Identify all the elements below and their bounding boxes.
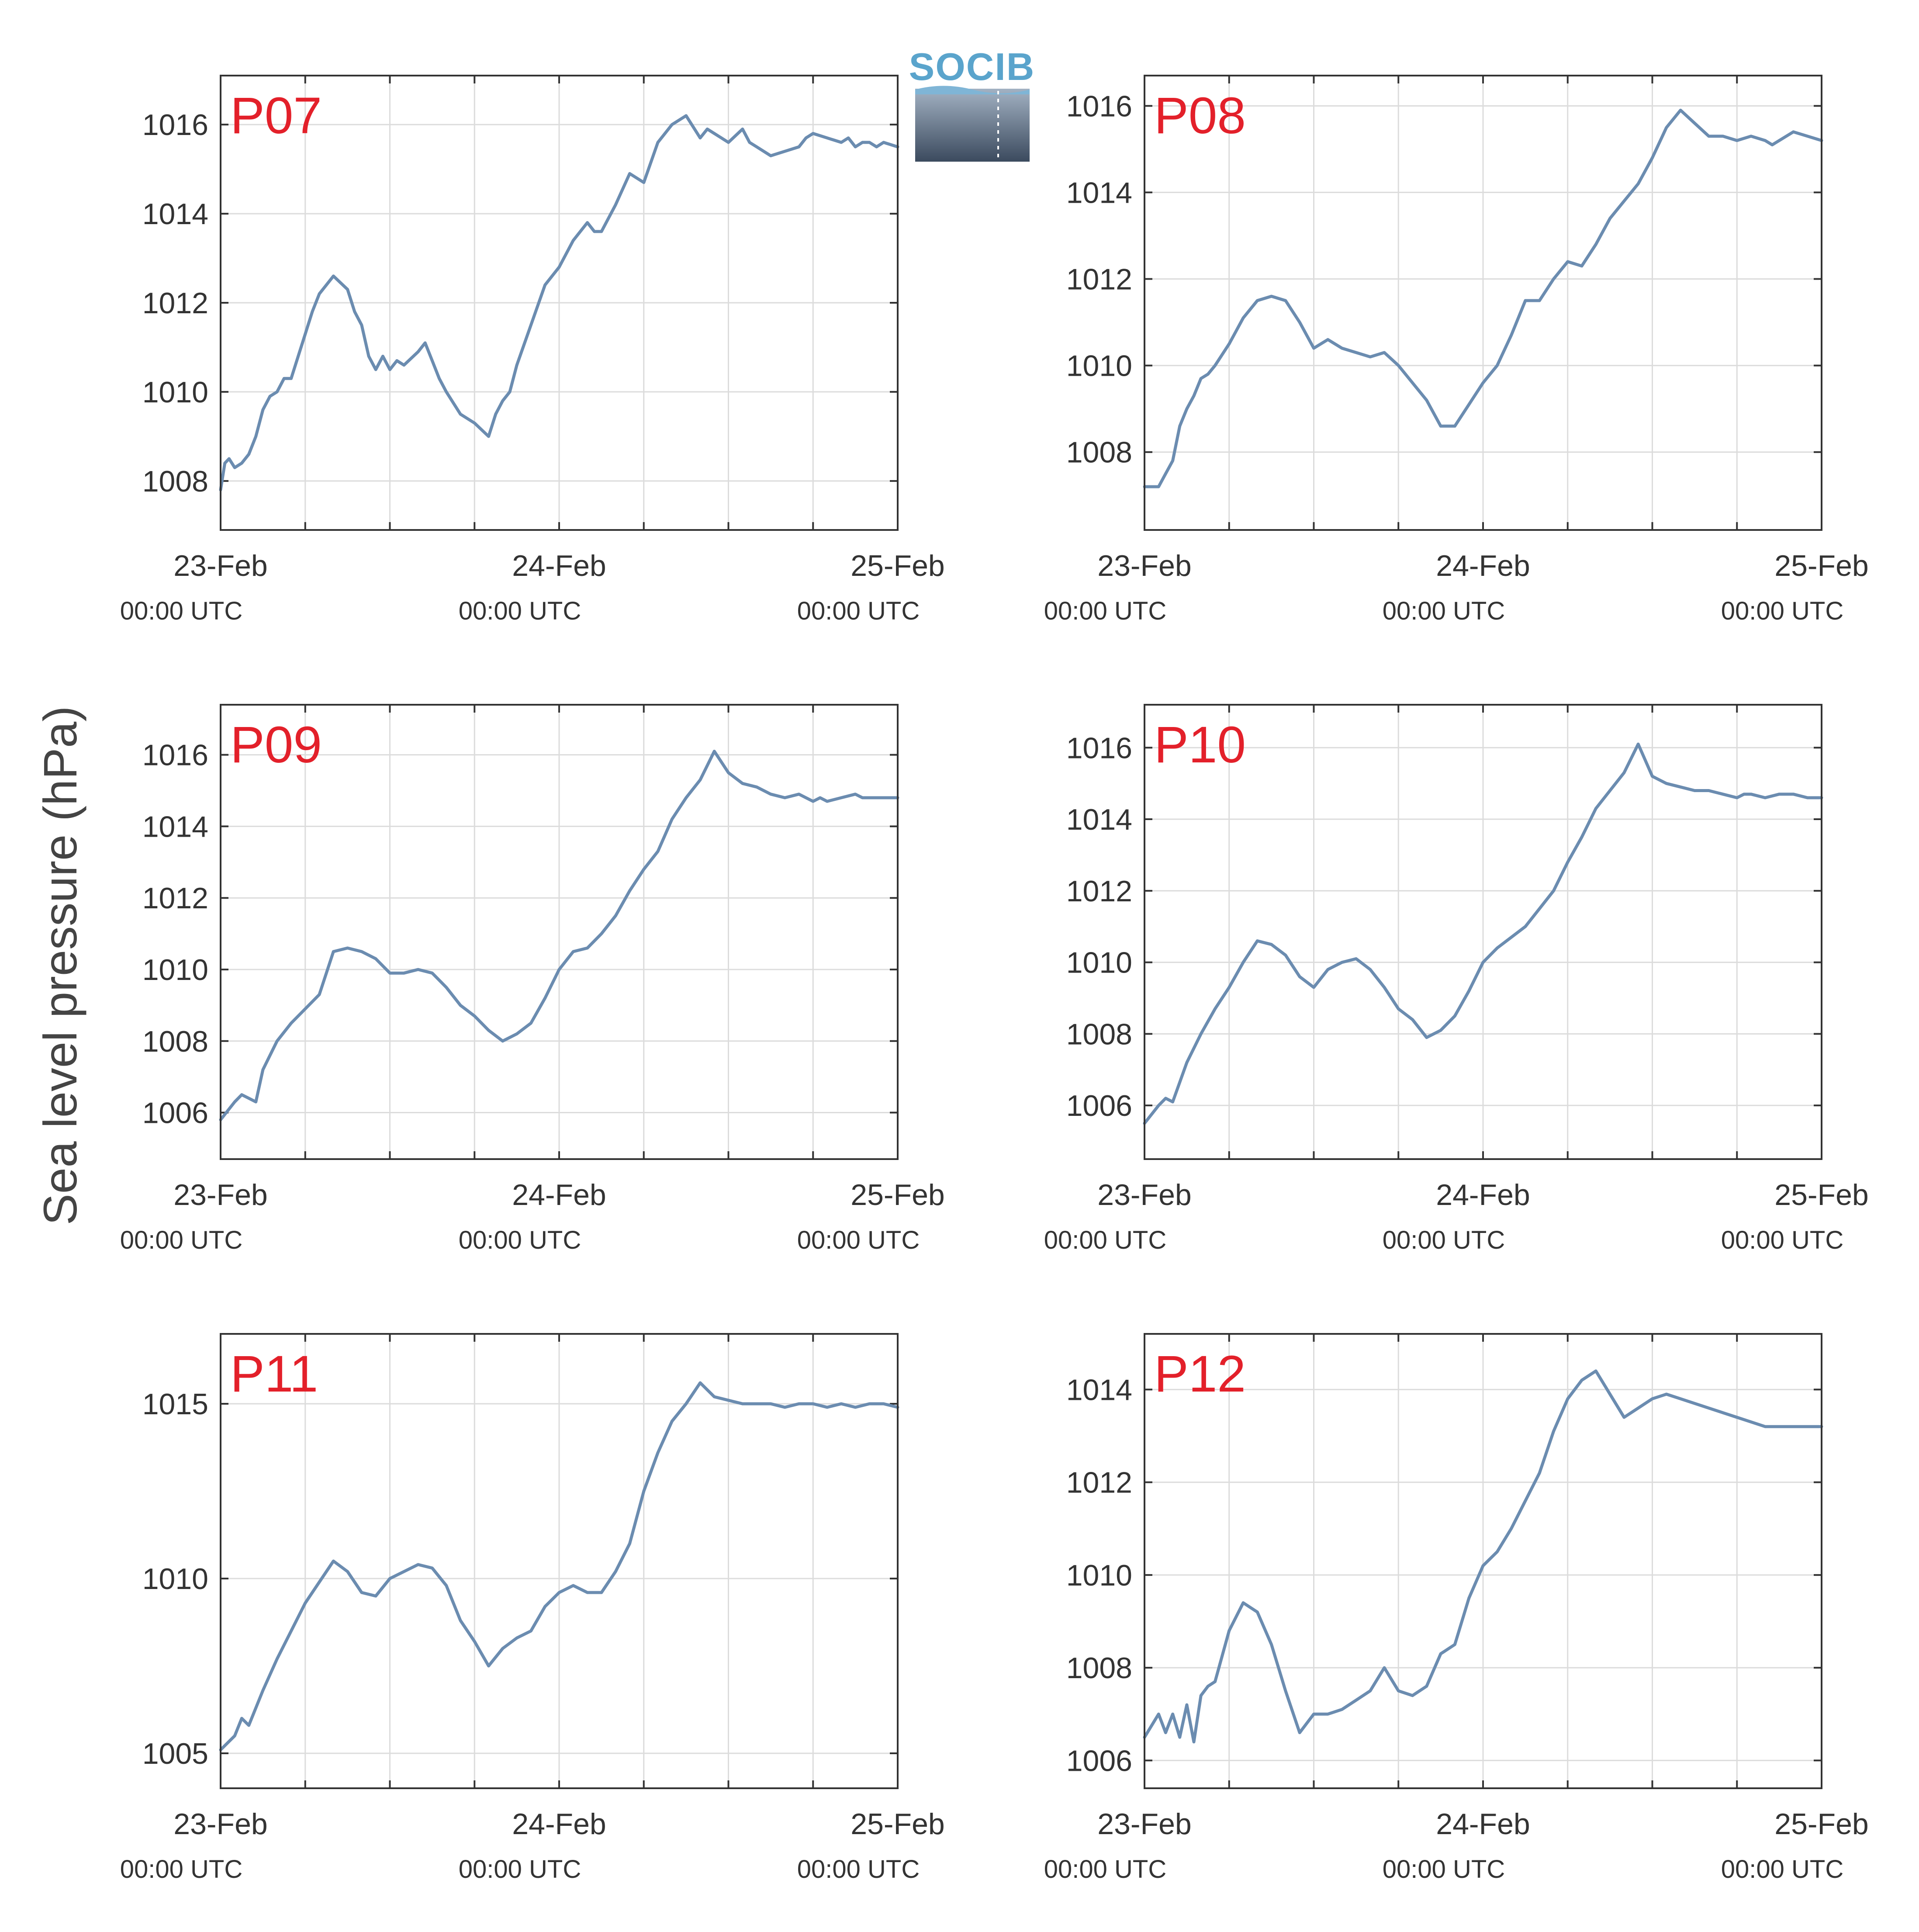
panel-label: P11 bbox=[230, 1345, 318, 1403]
logo-text: SOCIB bbox=[909, 45, 1035, 88]
y-tick-label: 1010 bbox=[1066, 1559, 1132, 1592]
x-tick-label-date: 24-Feb bbox=[512, 549, 606, 582]
x-tick-label-time: 00:00 UTC bbox=[1721, 597, 1843, 625]
logo-wave bbox=[915, 86, 1030, 94]
panel-label: P08 bbox=[1154, 87, 1246, 145]
x-tick-label-date: 25-Feb bbox=[1774, 1178, 1868, 1212]
x-tick-label-date: 24-Feb bbox=[1436, 1178, 1530, 1212]
x-tick-label-date: 25-Feb bbox=[851, 549, 944, 582]
x-tick-label-time: 00:00 UTC bbox=[797, 597, 920, 625]
y-tick-label: 1014 bbox=[142, 197, 208, 231]
panel-label: P12 bbox=[1154, 1345, 1246, 1403]
y-tick-label: 1008 bbox=[142, 1025, 208, 1058]
x-tick-label-time: 00:00 UTC bbox=[459, 597, 581, 625]
x-tick-label-date: 25-Feb bbox=[851, 1178, 944, 1212]
series-line bbox=[219, 750, 899, 1122]
chart-p10: 1006 1008 1010 1012 1014 1016 23-Feb 00:00 UTC 2… bbox=[1044, 704, 1869, 1254]
x-tick-label-time: 00:00 UTC bbox=[1721, 1226, 1843, 1254]
x-tick-label-time: 00:00 UTC bbox=[459, 1226, 581, 1254]
x-tick-label-date: 24-Feb bbox=[1436, 1807, 1530, 1841]
y-tick-label: 1014 bbox=[142, 810, 208, 843]
x-tick-label-date: 25-Feb bbox=[1774, 549, 1868, 582]
y-tick-label: 1016 bbox=[1066, 731, 1132, 765]
series-line bbox=[219, 114, 899, 492]
y-tick-label: 1016 bbox=[142, 739, 208, 772]
x-tick-label-date: 23-Feb bbox=[173, 1807, 267, 1841]
x-tick-label-time: 00:00 UTC bbox=[459, 1855, 581, 1884]
x-tick-label-date: 23-Feb bbox=[1097, 1807, 1191, 1841]
x-tick-label-date: 23-Feb bbox=[1097, 1178, 1191, 1212]
series-line bbox=[1143, 1369, 1823, 1744]
y-tick-label: 1006 bbox=[1066, 1744, 1132, 1777]
x-tick-label-time: 00:00 UTC bbox=[1044, 597, 1166, 625]
y-tick-label: 1008 bbox=[1066, 1018, 1132, 1051]
y-tick-label: 1006 bbox=[1066, 1089, 1132, 1122]
x-tick-label-time: 00:00 UTC bbox=[797, 1226, 920, 1254]
series-line bbox=[1143, 742, 1823, 1125]
x-tick-label-date: 23-Feb bbox=[173, 549, 267, 582]
panel-label: P07 bbox=[230, 87, 322, 145]
x-tick-label-date: 23-Feb bbox=[173, 1178, 267, 1212]
y-tick-label: 1012 bbox=[1066, 263, 1132, 296]
y-tick-label: 1006 bbox=[142, 1097, 208, 1130]
x-tick-label-time: 00:00 UTC bbox=[1383, 1855, 1505, 1884]
y-tick-label: 1008 bbox=[1066, 1652, 1132, 1685]
x-tick-label-time: 00:00 UTC bbox=[1721, 1855, 1843, 1884]
x-tick-label-time: 00:00 UTC bbox=[1383, 1226, 1505, 1254]
chart-p09: 1006 1008 1010 1012 1014 1016 23-Feb 00:00 UTC 2… bbox=[120, 704, 945, 1254]
chart-p07: 1008 1010 1012 1014 1016 23-Feb 00:00 UTC 24-Fe… bbox=[120, 75, 945, 625]
x-tick-label-date: 25-Feb bbox=[1774, 1807, 1868, 1841]
chart-p08: 1008 1010 1012 1014 1016 23-Feb 00:00 UTC 24-Fe… bbox=[1044, 75, 1869, 625]
y-tick-label: 1015 bbox=[142, 1388, 208, 1421]
y-tick-label: 1010 bbox=[142, 376, 208, 409]
x-tick-label-time: 00:00 UTC bbox=[1044, 1855, 1166, 1884]
logo-panel bbox=[915, 89, 1030, 162]
plot-frame bbox=[220, 1333, 899, 1789]
series-line bbox=[1143, 108, 1823, 488]
y-tick-label: 1014 bbox=[1066, 176, 1132, 209]
y-tick-label: 1012 bbox=[1066, 875, 1132, 908]
y-tick-label: 1010 bbox=[142, 953, 208, 987]
plot-frame bbox=[220, 704, 899, 1160]
y-tick-label: 1016 bbox=[1066, 90, 1132, 123]
panels: 1008 1010 1012 1014 1016 23-Feb 00:00 UTC 24-Fe… bbox=[120, 75, 1869, 1884]
panel-label: P10 bbox=[1154, 716, 1246, 774]
x-tick-label-date: 24-Feb bbox=[512, 1178, 606, 1212]
chart-p12: 1006 1008 1010 1012 1014 23-Feb 00:00 UTC 24-Fe… bbox=[1044, 1333, 1869, 1884]
y-tick-label: 1005 bbox=[142, 1737, 208, 1770]
x-tick-label-date: 23-Feb bbox=[1097, 549, 1191, 582]
y-axis-label: Sea level pressure (hPa) bbox=[34, 706, 86, 1226]
x-tick-label-date: 25-Feb bbox=[851, 1807, 944, 1841]
x-tick-label-time: 00:00 UTC bbox=[797, 1855, 920, 1884]
y-tick-label: 1016 bbox=[142, 108, 208, 142]
y-tick-label: 1014 bbox=[1066, 1373, 1132, 1406]
y-tick-label: 1008 bbox=[142, 465, 208, 498]
x-tick-label-time: 00:00 UTC bbox=[120, 597, 242, 625]
y-tick-label: 1010 bbox=[142, 1562, 208, 1596]
y-tick-label: 1010 bbox=[1066, 946, 1132, 980]
plot-frame bbox=[220, 75, 899, 531]
socib-logo: SOCIB bbox=[909, 45, 1035, 162]
y-tick-label: 1012 bbox=[142, 882, 208, 915]
y-tick-label: 1014 bbox=[1066, 803, 1132, 836]
y-tick-label: 1010 bbox=[1066, 350, 1132, 383]
x-tick-label-time: 00:00 UTC bbox=[1383, 597, 1505, 625]
plot-frame bbox=[1144, 75, 1822, 531]
chart-p11: 1005 1010 1015 23-Feb 00:00 UTC 24-Feb 00:00 U… bbox=[120, 1333, 945, 1884]
x-tick-label-time: 00:00 UTC bbox=[120, 1855, 242, 1884]
series-line bbox=[219, 1381, 899, 1752]
y-tick-label: 1012 bbox=[142, 287, 208, 320]
x-tick-label-time: 00:00 UTC bbox=[1044, 1226, 1166, 1254]
x-tick-label-date: 24-Feb bbox=[512, 1807, 606, 1841]
plot-frame bbox=[1144, 704, 1822, 1160]
x-tick-label-time: 00:00 UTC bbox=[120, 1226, 242, 1254]
x-tick-label-date: 24-Feb bbox=[1436, 549, 1530, 582]
panel-label: P09 bbox=[230, 716, 322, 774]
y-tick-label: 1012 bbox=[1066, 1466, 1132, 1499]
y-tick-label: 1008 bbox=[1066, 436, 1132, 469]
plot-frame bbox=[1144, 1333, 1822, 1789]
